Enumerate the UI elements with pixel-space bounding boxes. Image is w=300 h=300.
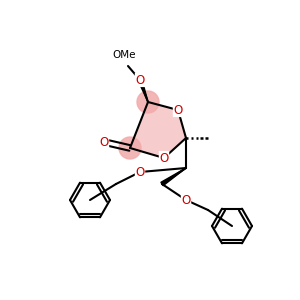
Text: O: O — [99, 136, 109, 148]
Text: O: O — [135, 166, 145, 178]
Text: O: O — [135, 74, 145, 86]
Polygon shape — [161, 168, 186, 186]
Polygon shape — [130, 102, 186, 158]
Text: OMe: OMe — [112, 50, 136, 60]
Circle shape — [119, 137, 141, 159]
Polygon shape — [138, 79, 148, 102]
Text: O: O — [182, 194, 190, 206]
Circle shape — [137, 91, 159, 113]
Text: O: O — [173, 103, 183, 116]
Text: O: O — [159, 152, 169, 164]
